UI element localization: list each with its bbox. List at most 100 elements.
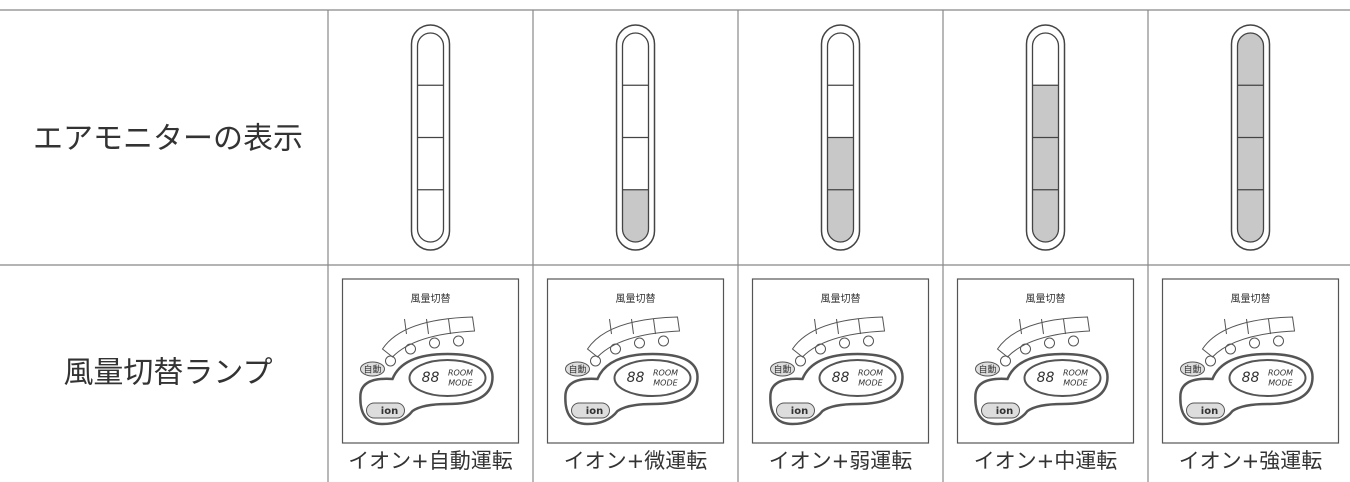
lamp [1020,343,1031,355]
body-outline [564,352,699,426]
lamp-sep [1246,318,1249,335]
lamp-sep [426,318,429,335]
lamp [1044,337,1055,349]
lamp-sep [1268,318,1271,335]
lamp [429,337,440,349]
row-label: エアモニターの表示 [33,122,303,157]
display [1228,359,1307,397]
display [1023,359,1102,397]
lamp [1068,335,1079,347]
ion-label: ion [791,406,808,417]
panel-title: 風量切替 [821,292,861,305]
lamp-sep [814,318,817,335]
gauge-fill [622,189,649,242]
auto-lamp [565,361,590,377]
lamp-sep [858,318,861,335]
lamp-sep [1019,318,1022,335]
lamp-sep [836,318,839,335]
lamp [1273,335,1284,347]
lamp [610,343,621,355]
lamp-sep [404,318,407,335]
lamp [863,335,874,347]
lamp [1225,343,1236,355]
lamp [453,335,464,347]
ion-button [981,402,1020,419]
lamp-sep [448,318,451,335]
auto-lamp [1180,361,1205,377]
room-label: ROOM [1268,369,1293,378]
body-outline [769,352,904,426]
body-outline [974,352,1109,426]
display-digits: 88 [1037,370,1055,386]
lamp [634,337,645,349]
auto-lamp [360,361,385,377]
mode-label: MODE [1268,379,1293,388]
panel-title: 風量切替 [1026,292,1066,305]
panel-title: 風量切替 [1231,292,1271,305]
auto-label: 自動 [1183,364,1201,376]
mode-caption: イオン+強運転 [1179,449,1323,473]
row-label: 風量切替ランプ [63,356,272,391]
auto-label: 自動 [773,364,791,376]
gauge-outer [1025,24,1066,251]
auto-label: 自動 [978,364,996,376]
lamp [590,355,601,367]
gauge-outer [1230,24,1271,251]
display-digits: 88 [422,370,440,386]
mode-label: MODE [1063,379,1088,388]
lamp [815,343,826,355]
panel-title: 風量切替 [411,292,451,305]
mode-label: MODE [858,379,883,388]
display [408,359,487,397]
lamp [385,355,396,367]
room-label: ROOM [1063,369,1088,378]
body-outline [359,352,494,426]
mode-caption: イオン+自動運転 [348,449,513,473]
display [613,359,692,397]
panel-frame [341,278,520,444]
display-digits: 88 [1242,370,1260,386]
gauge-outer [820,24,861,251]
ion-button [776,402,815,419]
room-label: ROOM [653,369,678,378]
auto-lamp [975,361,1000,377]
lamp [795,355,806,367]
panel-frame [956,278,1135,444]
lamp-sep [1224,318,1227,335]
table-grid [0,9,1350,482]
lamp-sep [653,318,656,335]
panel-frame [546,278,725,444]
ion-label: ion [586,406,603,417]
ion-button [1186,402,1225,419]
ion-button [366,402,405,419]
lamp-sep [1063,318,1066,335]
ion-label: ion [1201,406,1218,417]
display-digits: 88 [627,370,645,386]
display-digits: 88 [832,370,850,386]
mode-caption: イオン+中運転 [974,449,1118,473]
mode-label: MODE [653,379,678,388]
lamp [405,343,416,355]
body-outline [1179,352,1314,426]
ion-button [571,402,610,419]
lamp [658,335,669,347]
mode-caption: イオン+弱運転 [769,449,913,473]
lamp-sep [1041,318,1044,335]
auto-label: 自動 [363,364,381,376]
lamp [1205,355,1216,367]
panel-frame [751,278,930,444]
ion-label: ion [381,406,398,417]
auto-lamp [770,361,795,377]
mode-label: MODE [448,379,473,388]
lamp [1249,337,1260,349]
panel-frame [1161,278,1340,444]
ion-label: ion [996,406,1013,417]
room-label: ROOM [448,369,473,378]
